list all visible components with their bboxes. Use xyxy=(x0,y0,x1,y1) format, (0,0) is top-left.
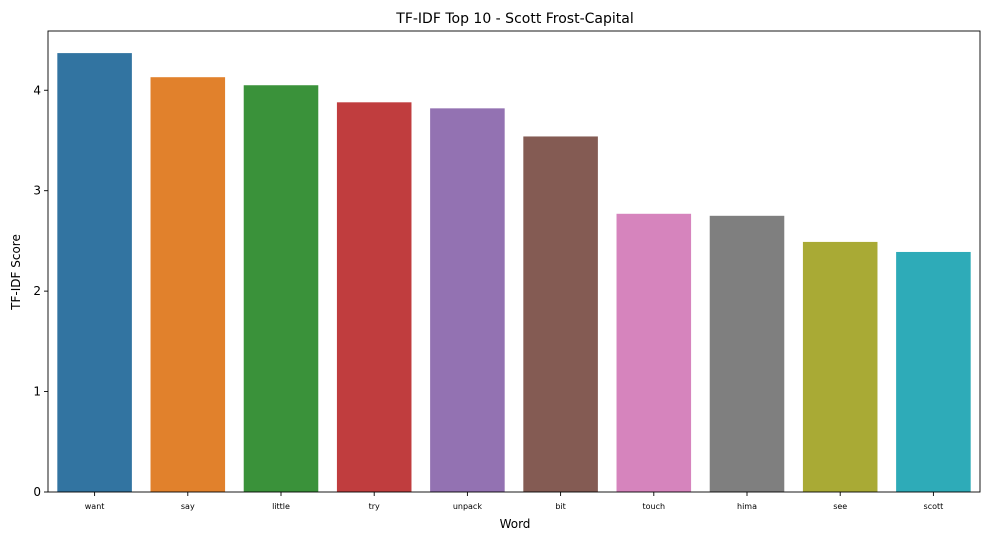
y-tick-label: 4 xyxy=(33,83,41,97)
x-tick-label-unpack: unpack xyxy=(453,502,483,511)
x-axis-label: Word xyxy=(500,517,531,531)
bar-touch xyxy=(616,213,692,493)
x-tick-label-say: say xyxy=(181,502,195,511)
y-tick-label: 3 xyxy=(33,184,41,198)
bar-try xyxy=(336,102,412,492)
x-tick-label-try: try xyxy=(369,502,380,511)
y-tick-label: 0 xyxy=(33,485,41,499)
bar-bit xyxy=(523,136,598,492)
bar-unpack xyxy=(430,108,505,492)
bar-want xyxy=(57,53,132,492)
y-tick-label: 1 xyxy=(33,385,41,399)
x-tick-label-little: little xyxy=(272,502,290,511)
x-tick-label-bit: bit xyxy=(555,502,565,511)
x-tick-label-touch: touch xyxy=(643,502,666,511)
y-axis-label: TF-IDF Score xyxy=(9,234,23,311)
x-tick-label-want: want xyxy=(85,502,105,511)
y-tick-label: 2 xyxy=(33,284,41,298)
axes-frame xyxy=(47,30,981,493)
x-tick-label-hima: hima xyxy=(737,502,757,511)
x-tick-label-see: see xyxy=(833,502,847,511)
chart-title: TF-IDF Top 10 - Scott Frost-Capital xyxy=(395,11,633,27)
bar-scott xyxy=(896,251,971,492)
bar-see xyxy=(802,241,878,492)
bar-say xyxy=(150,77,226,492)
x-tick-label-scott: scott xyxy=(924,502,944,511)
bar-little xyxy=(243,85,319,493)
plot-area: 0 1 2 3 4 want say little try unpack bit touch hima s… xyxy=(33,30,981,511)
bar-hima xyxy=(709,215,785,493)
